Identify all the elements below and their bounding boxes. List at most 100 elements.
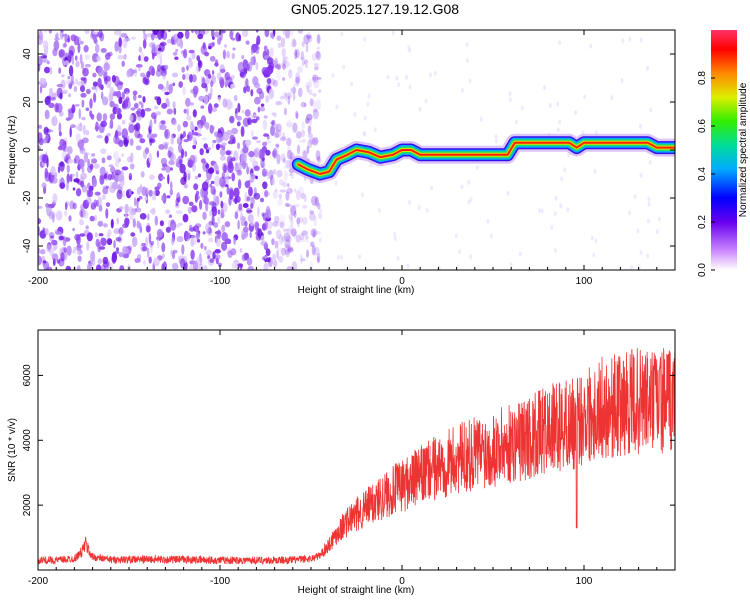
- noise-blob: [158, 144, 165, 150]
- noise-blob: [284, 92, 288, 101]
- noise-blob: [274, 215, 280, 223]
- noise-blob: [304, 117, 310, 124]
- noise-blob: [275, 144, 280, 147]
- noise-blob: [234, 164, 239, 173]
- noise-blob: [266, 78, 272, 85]
- noise-blob: [192, 74, 197, 83]
- noise-blob: [583, 94, 586, 100]
- noise-blob: [628, 36, 632, 42]
- noise-blob: [293, 230, 298, 240]
- noise-blob: [105, 202, 111, 208]
- noise-blob: [154, 96, 159, 101]
- noise-blob: [118, 30, 122, 40]
- noise-blob: [196, 238, 201, 243]
- noise-blob: [83, 45, 89, 53]
- noise-blob: [286, 187, 293, 195]
- colorbar-tick-label: 0.6: [697, 119, 708, 133]
- noise-blob: [267, 230, 272, 236]
- noise-blob: [307, 35, 313, 43]
- noise-blob: [314, 66, 319, 71]
- noise-blob: [80, 180, 85, 188]
- noise-blob: [67, 75, 71, 80]
- noise-blob: [282, 91, 287, 98]
- noise-blob: [148, 152, 152, 164]
- noise-blob: [118, 37, 122, 48]
- noise-blob: [205, 202, 209, 212]
- noise-blob: [275, 64, 281, 70]
- snr-frame: [37, 329, 676, 571]
- noise-blob: [98, 30, 103, 39]
- noise-blob: [51, 239, 58, 246]
- noise-blob: [282, 181, 287, 188]
- noise-blob: [353, 112, 357, 117]
- noise-blob: [306, 84, 310, 93]
- noise-blob: [163, 64, 169, 71]
- noise-blob: [494, 134, 498, 140]
- noise-blob: [285, 249, 290, 258]
- noise-blob: [121, 166, 129, 171]
- noise-blob: [82, 67, 89, 77]
- noise-blob: [104, 263, 109, 270]
- noise-blob: [227, 161, 234, 172]
- noise-blob: [405, 74, 408, 80]
- spectrogram-y-ticks: -40 -20 0 20 40: [22, 48, 675, 253]
- noise-blob: [559, 203, 563, 209]
- noise-blob: [147, 213, 150, 221]
- noise-blob: [318, 212, 322, 220]
- noise-blob: [286, 203, 292, 207]
- noise-blob: [170, 134, 174, 145]
- noise-blob: [280, 136, 287, 142]
- noise-blob: [228, 187, 234, 194]
- noise-blob: [245, 78, 249, 89]
- noise-blob: [231, 127, 239, 135]
- noise-blob: [103, 62, 110, 71]
- noise-blob: [115, 159, 120, 168]
- noise-blob: [63, 155, 69, 163]
- noise-blob: [102, 96, 109, 106]
- noise-blob: [276, 64, 281, 71]
- noise-blob: [86, 232, 93, 242]
- noise-blob: [248, 186, 253, 197]
- noise-blob: [166, 108, 173, 115]
- noise-blob: [44, 109, 50, 120]
- noise-blob: [245, 139, 252, 146]
- noise-blob: [129, 163, 135, 170]
- noise-blob: [282, 30, 285, 36]
- noise-blob: [88, 189, 93, 198]
- noise-blob: [225, 184, 229, 188]
- noise-blob: [140, 51, 145, 62]
- noise-blob: [240, 216, 247, 222]
- noise-blob: [113, 150, 119, 161]
- noise-blob: [209, 55, 216, 62]
- noise-blob: [224, 221, 231, 228]
- noise-blob: [433, 70, 437, 76]
- noise-blob: [468, 78, 472, 84]
- noise-blob: [118, 96, 123, 104]
- noise-blob: [76, 244, 82, 252]
- noise-blob: [215, 143, 220, 151]
- noise-blob: [205, 163, 210, 169]
- noise-blob: [319, 208, 323, 214]
- noise-blob: [190, 124, 195, 131]
- noise-blob: [63, 60, 70, 66]
- noise-blob: [172, 82, 175, 87]
- noise-blob: [313, 246, 320, 256]
- noise-blob: [44, 228, 49, 236]
- noise-blob: [255, 116, 260, 121]
- noise-blob: [610, 95, 614, 101]
- noise-blob: [266, 257, 271, 263]
- noise-blob: [161, 195, 165, 202]
- noise-blob: [74, 233, 81, 241]
- noise-blob: [275, 188, 278, 193]
- noise-blob: [63, 247, 67, 253]
- snr-y-ticks: 2000 4000 6000: [22, 364, 675, 516]
- noise-blob: [314, 196, 319, 207]
- noise-blob: [340, 255, 344, 260]
- noise-blob: [647, 201, 651, 207]
- noise-blob: [63, 42, 67, 48]
- noise-blob: [520, 105, 524, 111]
- noise-blob: [38, 137, 44, 146]
- noise-blob: [95, 238, 100, 247]
- noise-blob: [89, 163, 94, 170]
